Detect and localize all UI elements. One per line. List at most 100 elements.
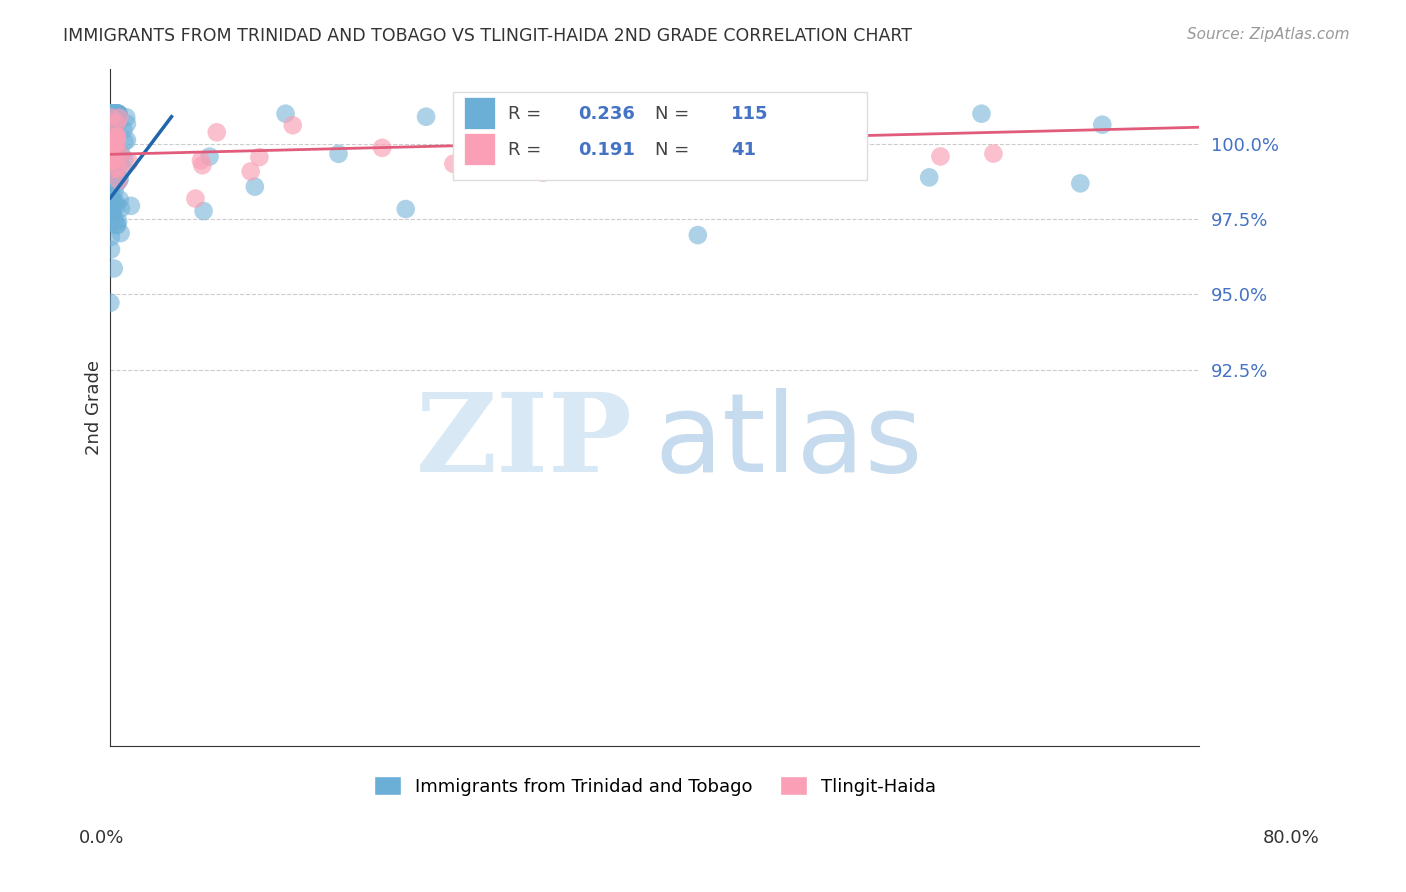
Point	[100, 200, 122, 214]
Text: R =: R =	[508, 141, 547, 159]
Text: ZIP: ZIP	[416, 388, 633, 495]
Point	[100, 123, 122, 137]
Point	[103, 152, 125, 166]
Point	[281, 118, 304, 132]
Point	[689, 143, 711, 157]
Point	[103, 163, 125, 178]
Point	[103, 133, 125, 147]
Point	[494, 128, 516, 142]
Point	[103, 126, 125, 140]
Point	[110, 148, 132, 162]
Point	[441, 157, 464, 171]
Point	[107, 106, 129, 120]
Point	[101, 146, 124, 161]
Point	[1091, 118, 1114, 132]
Point	[700, 131, 723, 145]
Point	[112, 122, 135, 136]
Point	[103, 152, 125, 166]
Point	[104, 142, 127, 156]
Point	[100, 295, 122, 310]
Point	[101, 121, 124, 136]
Point	[929, 149, 952, 163]
Point	[103, 136, 125, 151]
Point	[191, 158, 214, 172]
Point	[100, 203, 122, 218]
Point	[100, 106, 122, 120]
Y-axis label: 2nd Grade: 2nd Grade	[86, 359, 103, 455]
Point	[103, 118, 125, 132]
Point	[104, 183, 127, 197]
Point	[575, 106, 598, 120]
Point	[105, 106, 128, 120]
Point	[623, 136, 645, 150]
Point	[243, 179, 266, 194]
Point	[105, 106, 128, 120]
Point	[780, 121, 803, 136]
Point	[100, 230, 122, 244]
Point	[101, 106, 124, 120]
Text: Source: ZipAtlas.com: Source: ZipAtlas.com	[1187, 27, 1350, 42]
Point	[415, 110, 437, 124]
Point	[101, 110, 124, 124]
Point	[100, 169, 122, 183]
Point	[100, 171, 122, 186]
Point	[111, 147, 134, 161]
Point	[103, 106, 125, 120]
Point	[193, 204, 215, 219]
Text: atlas: atlas	[655, 388, 924, 495]
Point	[105, 142, 128, 156]
Point	[104, 144, 127, 158]
Point	[100, 200, 122, 214]
Point	[970, 106, 993, 120]
Point	[239, 164, 262, 178]
Point	[100, 115, 122, 129]
Point	[100, 166, 122, 180]
Point	[108, 173, 131, 187]
Point	[100, 128, 122, 142]
Point	[456, 113, 478, 128]
Point	[101, 210, 124, 224]
Point	[100, 178, 122, 193]
Point	[592, 153, 614, 168]
Text: 80.0%: 80.0%	[1263, 829, 1319, 847]
Text: R =: R =	[508, 105, 547, 123]
Point	[100, 173, 122, 187]
Point	[983, 146, 1005, 161]
Point	[107, 106, 129, 120]
Point	[101, 106, 124, 120]
Point	[103, 261, 125, 276]
Text: N =: N =	[655, 141, 695, 159]
Point	[100, 187, 122, 202]
Point	[110, 226, 132, 240]
Point	[101, 140, 124, 154]
Point	[190, 153, 212, 168]
Text: IMMIGRANTS FROM TRINIDAD AND TOBAGO VS TLINGIT-HAIDA 2ND GRADE CORRELATION CHART: IMMIGRANTS FROM TRINIDAD AND TOBAGO VS T…	[63, 27, 912, 45]
Point	[100, 106, 122, 120]
Point	[101, 106, 124, 120]
Point	[205, 125, 228, 139]
Point	[105, 168, 128, 182]
Point	[100, 133, 122, 147]
Point	[100, 171, 122, 186]
Point	[100, 106, 122, 120]
Point	[101, 106, 124, 120]
Point	[107, 175, 129, 189]
Point	[105, 218, 128, 232]
Bar	[464, 97, 495, 129]
Point	[103, 106, 125, 120]
Point	[198, 150, 221, 164]
Point	[1069, 177, 1091, 191]
Point	[112, 153, 135, 167]
Point	[686, 228, 709, 243]
Point	[105, 135, 128, 149]
Point	[104, 130, 127, 145]
Text: 41: 41	[731, 141, 756, 159]
Point	[101, 202, 124, 217]
Point	[105, 119, 128, 133]
Point	[118, 155, 141, 169]
Point	[101, 128, 124, 143]
Point	[107, 106, 129, 120]
Text: 0.191: 0.191	[579, 141, 636, 159]
Point	[101, 153, 124, 167]
Point	[104, 195, 127, 210]
